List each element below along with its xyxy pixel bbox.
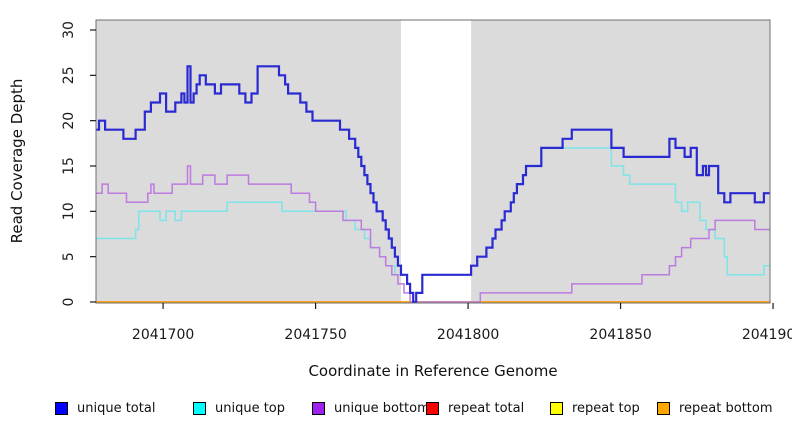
repeat-bottom-swatch-icon (657, 402, 670, 415)
legend-item-repeat-top: repeat top (550, 401, 640, 416)
legend-label: unique top (215, 401, 286, 416)
x-axis-title: Coordinate in Reference Genome (308, 362, 558, 380)
y-tick-label: 10 (61, 202, 77, 220)
legend-item-repeat-bottom: repeat bottom (657, 401, 773, 416)
x-tick-label: 2041750 (284, 327, 346, 343)
y-tick-label: 0 (61, 298, 77, 307)
masked-region-band (400, 20, 472, 303)
legend-label: unique bottom (334, 401, 430, 416)
x-tick-label: 2041800 (437, 327, 499, 343)
unique-top-swatch-icon (193, 402, 206, 415)
legend-label: unique total (77, 401, 156, 416)
legend-item-repeat-total: repeat total (426, 401, 524, 416)
legend-label: repeat top (572, 401, 640, 416)
y-tick-label: 15 (61, 157, 77, 175)
legend-label: repeat total (448, 401, 525, 416)
repeat-total-swatch-icon (426, 402, 439, 415)
legend-label: repeat bottom (679, 401, 773, 416)
y-tick-label: 30 (61, 21, 77, 39)
legend-item-unique-top: unique top (193, 401, 285, 416)
repeat-top-swatch-icon (550, 402, 563, 415)
x-tick-label: 2041700 (132, 327, 194, 343)
unique-bottom-swatch-icon (312, 402, 325, 415)
legend-item-unique-bottom: unique bottom (312, 401, 430, 416)
series-unique-total-line (96, 65, 770, 304)
unique-total-swatch-icon (55, 402, 68, 415)
series-unique-bottom-line (96, 165, 770, 303)
y-axis-title: Read Coverage Depth (8, 78, 26, 244)
y-tick-label: 5 (61, 252, 77, 261)
panel-border (95, 19, 771, 304)
x-tick-label: 2041900 (742, 327, 792, 343)
x-tick-label: 2041850 (589, 327, 651, 343)
y-tick-label: 20 (61, 112, 77, 130)
y-tick-label: 25 (61, 66, 77, 84)
legend-item-unique-total: unique total (55, 401, 155, 416)
